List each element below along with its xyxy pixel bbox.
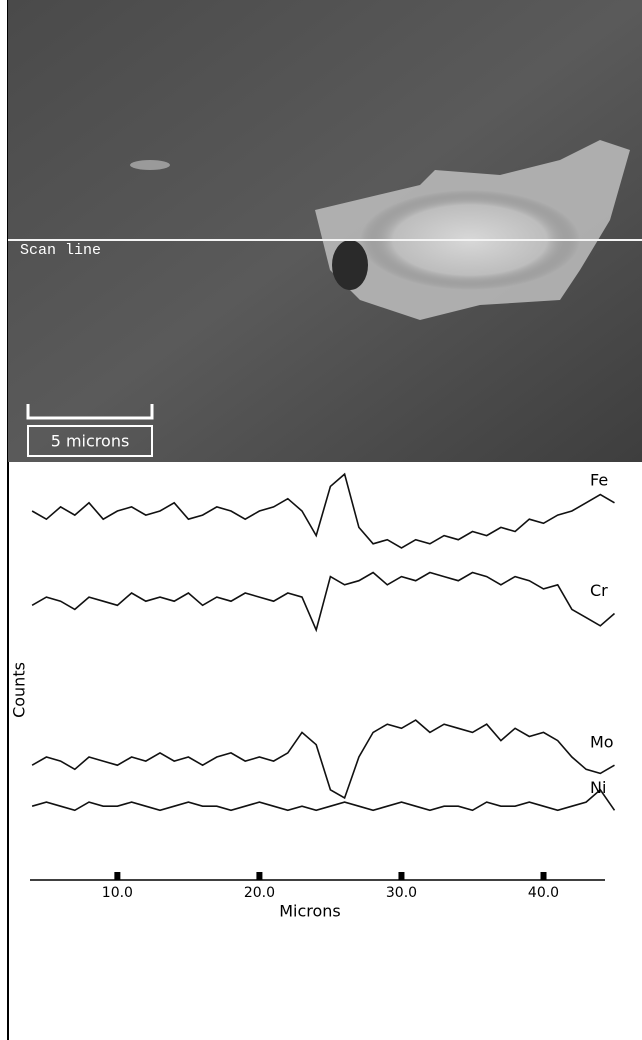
trace	[31, 571, 616, 633]
trace-label: Cr	[590, 581, 608, 600]
speck	[130, 160, 170, 170]
scan-line-label: Scan line	[20, 242, 101, 259]
trace	[31, 788, 616, 812]
micrograph: Scan line 5 microns	[8, 0, 642, 462]
trace-label: Fe	[590, 470, 608, 489]
x-tick	[114, 872, 121, 880]
x-tick-label: 20.0	[244, 885, 275, 901]
scale-bar	[26, 404, 154, 420]
dark-spot	[332, 240, 368, 290]
x-tick-label: 30.0	[386, 885, 417, 901]
x-axis-label: Microns	[279, 902, 341, 921]
y-axis-label: Counts	[10, 662, 29, 718]
x-tick-label: 40.0	[528, 885, 559, 901]
scale-box	[27, 425, 153, 457]
scale-label: 5 microns	[51, 432, 130, 451]
x-tick	[540, 872, 547, 880]
x-tick-label: 10.0	[102, 885, 133, 901]
trace-label: Mo	[590, 733, 614, 752]
trace-label: Ni	[590, 778, 606, 797]
trace	[31, 719, 615, 800]
x-tick	[256, 872, 263, 880]
x-tick	[398, 872, 405, 880]
trace	[31, 472, 615, 549]
